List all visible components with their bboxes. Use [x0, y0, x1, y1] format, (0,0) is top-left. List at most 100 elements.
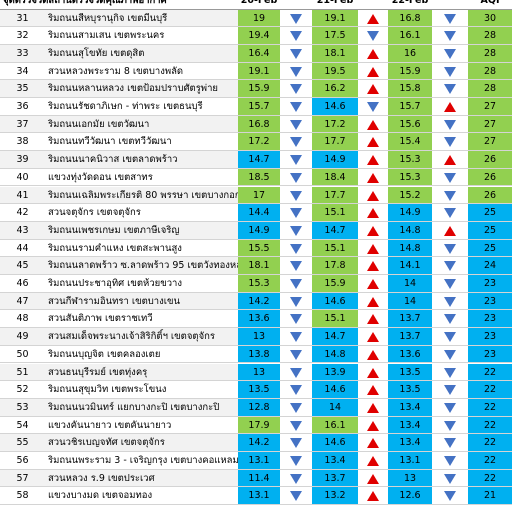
- arrow-cell: [432, 487, 468, 506]
- row-number: 41: [0, 186, 45, 205]
- pm-value: 12.6: [388, 487, 432, 506]
- pm-value: 17.2: [238, 133, 280, 152]
- pm-value: 26: [468, 186, 512, 205]
- trend-arrow-down: [444, 84, 456, 95]
- arrow-cell: [280, 98, 312, 116]
- trend-arrow-up: [367, 66, 379, 77]
- pm-value: 15.7: [238, 98, 280, 116]
- arrow-shape: [290, 279, 302, 289]
- arrow-cell: [280, 204, 312, 222]
- pm-value: 13.4: [388, 398, 432, 417]
- station-name: แขวงบางมด เขตจอมทอง: [45, 487, 238, 506]
- pm-value: 14.9: [238, 221, 280, 240]
- arrow-shape: [444, 261, 456, 272]
- trend-arrow-down: [290, 102, 302, 112]
- arrow-shape: [290, 119, 302, 130]
- pm-value: 13.4: [388, 434, 432, 452]
- row-number: 55: [0, 434, 45, 452]
- trend-arrow-up: [367, 279, 379, 289]
- pm-value: 14.6: [312, 381, 358, 399]
- trend-arrow-down: [444, 349, 456, 360]
- arrow-shape: [444, 402, 456, 413]
- arrow-cell: [358, 116, 388, 134]
- header-station: จุดตรวจวัดสถานีตรวจวัดคุณภาพอากาศ: [0, 0, 238, 10]
- arrow-cell: [358, 470, 388, 488]
- row-number: 38: [0, 133, 45, 152]
- pm-value: 14.8: [312, 345, 358, 364]
- arrow-cell: [432, 98, 468, 116]
- arrow-shape: [290, 402, 302, 413]
- pm-value: 18.1: [238, 257, 280, 275]
- pm-value: 13.7: [388, 328, 432, 346]
- arrow-shape: [367, 385, 379, 396]
- arrow-shape: [367, 349, 379, 360]
- arrow-cell: [432, 346, 468, 364]
- pm-value: 13.6: [238, 310, 280, 329]
- pm-value: 21: [468, 487, 512, 506]
- arrow-cell: [358, 399, 388, 417]
- trend-arrow-up: [367, 261, 379, 272]
- arrow-shape: [367, 332, 379, 343]
- arrow-shape: [290, 102, 302, 112]
- station-name: ริมถนนสุขุมวิท เขตพระโขนง: [45, 381, 238, 399]
- pm-value: 14.7: [312, 328, 358, 346]
- arrow-cell: [432, 151, 468, 169]
- arrow-cell: [358, 98, 388, 116]
- arrow-cell: [358, 63, 388, 81]
- row-number: 31: [0, 9, 45, 28]
- pm-value: 13.5: [238, 381, 280, 399]
- station-name: ริมถนนทวีวัฒนา เขตทวีวัฒนา: [45, 133, 238, 152]
- pm-value: 14.6: [312, 434, 358, 452]
- row-number: 49: [0, 328, 45, 346]
- pm-value: 13.5: [388, 381, 432, 399]
- pm-value: 19.1: [312, 9, 358, 28]
- arrow-cell: [432, 133, 468, 152]
- arrow-shape: [444, 491, 456, 502]
- trend-arrow-down: [290, 279, 302, 289]
- trend-arrow-up: [367, 349, 379, 360]
- trend-arrow-down: [290, 332, 302, 343]
- pm-value: 14.2: [238, 292, 280, 311]
- trend-arrow-down: [290, 349, 302, 360]
- arrow-cell: [280, 310, 312, 329]
- pm-value: 17.8: [312, 257, 358, 275]
- pm-value: 22: [468, 469, 512, 488]
- arrow-cell: [432, 293, 468, 311]
- arrow-cell: [432, 169, 468, 187]
- arrow-shape: [290, 438, 302, 449]
- pm-value: 16.1: [312, 416, 358, 435]
- arrow-shape: [290, 473, 302, 484]
- arrow-shape: [444, 31, 456, 42]
- row-number: 44: [0, 239, 45, 258]
- arrow-shape: [444, 438, 456, 449]
- pm-value: 14.6: [312, 292, 358, 311]
- arrow-shape: [367, 243, 379, 254]
- trend-arrow-down: [290, 491, 302, 502]
- trend-arrow-down: [290, 438, 302, 449]
- pm-value: 15.9: [312, 275, 358, 293]
- header-date: AQI: [468, 0, 512, 10]
- trend-arrow-down: [290, 456, 302, 466]
- arrow-cell: [280, 399, 312, 417]
- arrow-cell: [280, 434, 312, 452]
- row-number: 47: [0, 292, 45, 311]
- arrow-cell: [280, 222, 312, 240]
- trend-arrow-up: [367, 119, 379, 130]
- arrow-shape: [444, 190, 456, 201]
- row-number: 33: [0, 44, 45, 63]
- arrow-cell: [432, 116, 468, 134]
- pm-value: 15.8: [388, 80, 432, 98]
- station-name: ริมถนนพระราม 3 - เจริญกรุง เขตบางคอแหลม: [45, 452, 238, 470]
- station-name: ริมถนนสีหบุรานุกิจ เขตมีนบุรี: [45, 9, 238, 28]
- arrow-cell: [280, 381, 312, 399]
- arrow-shape: [290, 296, 302, 307]
- trend-arrow-down: [290, 48, 302, 59]
- pm-value: 15.5: [238, 239, 280, 258]
- trend-arrow-down: [444, 66, 456, 77]
- trend-arrow-down: [290, 31, 302, 42]
- trend-arrow-down: [444, 279, 456, 289]
- arrow-cell: [280, 452, 312, 470]
- station-name: สวนหลวง ร.9 เขตประเวศ: [45, 469, 238, 488]
- station-name: สวนธนบุรีรมย์ เขตทุ่งครุ: [45, 363, 238, 382]
- pm-value: 14: [388, 292, 432, 311]
